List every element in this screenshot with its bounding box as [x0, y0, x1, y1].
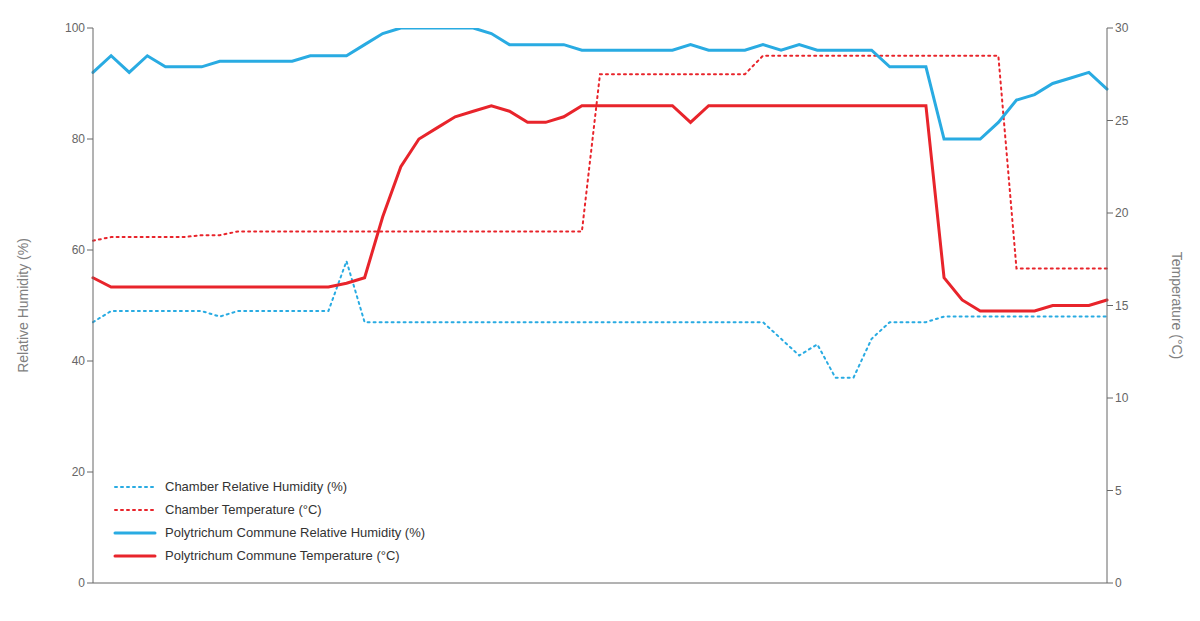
- svg-text:0: 0: [1115, 576, 1122, 590]
- svg-text:15: 15: [1115, 299, 1129, 313]
- html-text:Polytrichum Commune Relative H: Polytrichum Commune Relative Humidity (%…: [165, 525, 426, 540]
- html-text:Chamber Relative Humidity (%): Chamber Relative Humidity (%): [165, 479, 348, 494]
- svg-text:Temperature (°C): Temperature (°C): [1169, 252, 1185, 360]
- svg-text:80: 80: [72, 132, 86, 146]
- html-text:Chamber Temperature (°C): Chamber Temperature (°C): [165, 502, 322, 517]
- svg-text:30: 30: [1115, 21, 1129, 35]
- svg-text:Relative Humidity (%): Relative Humidity (%): [15, 238, 31, 373]
- svg-text:20: 20: [72, 465, 86, 479]
- svg-text:20: 20: [1115, 206, 1129, 220]
- svg-text:25: 25: [1115, 114, 1129, 128]
- svg-text:0: 0: [78, 576, 85, 590]
- html-text:Polytrichum Commune Temperatur: Polytrichum Commune Temperature (°C): [165, 548, 400, 563]
- svg-text:100: 100: [65, 21, 85, 35]
- svg-text:10: 10: [1115, 391, 1129, 405]
- svg-text:40: 40: [72, 354, 86, 368]
- svg-text:60: 60: [72, 243, 86, 257]
- svg-text:5: 5: [1115, 484, 1122, 498]
